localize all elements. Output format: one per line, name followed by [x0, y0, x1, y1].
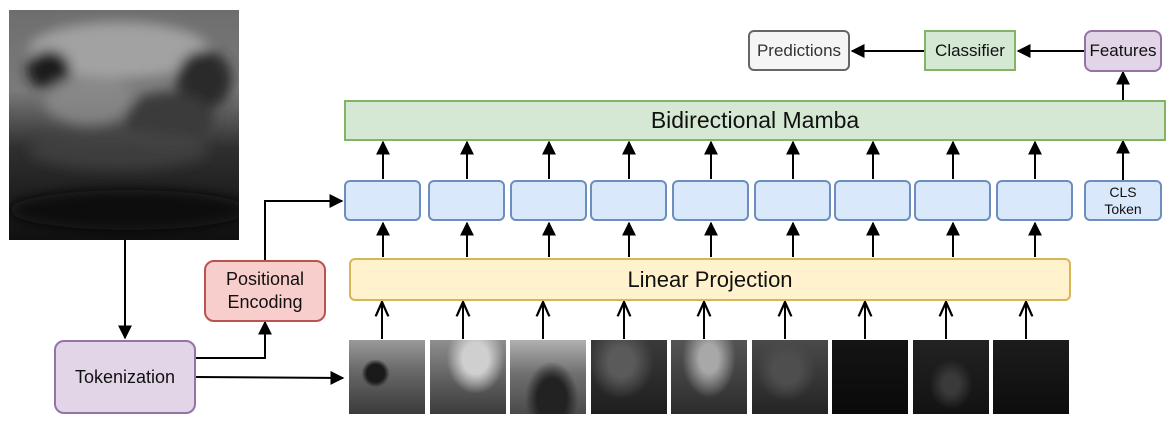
tokenization-box: Tokenization	[54, 340, 196, 414]
token-embedding	[510, 180, 587, 221]
token-embedding	[754, 180, 831, 221]
cls-label-line1: CLS	[1109, 183, 1137, 200]
token-embedding	[344, 180, 421, 221]
image-patch	[671, 340, 747, 414]
image-patch	[993, 340, 1069, 414]
image-patch	[591, 340, 667, 414]
positional-label-line1: Positional	[225, 268, 305, 289]
linear-projection-label: Linear Projection	[627, 266, 793, 292]
cls-token: CLS Token	[1084, 180, 1162, 221]
image-patch	[430, 340, 506, 414]
token-embedding	[996, 180, 1073, 221]
ultrasound-image	[9, 10, 239, 240]
image-patch	[349, 340, 425, 414]
features-box: Features	[1084, 30, 1162, 72]
image-patch	[752, 340, 828, 414]
cls-label-line2: Token	[1104, 200, 1142, 217]
classifier-box: Classifier	[924, 30, 1016, 71]
token-embedding	[590, 180, 667, 221]
image-patch	[510, 340, 586, 414]
positional-label-line2: Encoding	[227, 292, 303, 312]
token-embedding	[914, 180, 991, 221]
bidirectional-mamba-block: Bidirectional Mamba	[344, 100, 1166, 141]
token-embedding	[834, 180, 911, 221]
image-patch	[913, 340, 989, 414]
token-embedding	[672, 180, 749, 221]
mamba-label: Bidirectional Mamba	[650, 107, 860, 133]
positional-encoding-box: Positional Encoding	[204, 260, 326, 322]
image-patch	[832, 340, 908, 414]
features-label: Features	[1089, 41, 1157, 60]
token-embedding	[428, 180, 505, 221]
predictions-label: Predictions	[756, 40, 842, 60]
linear-projection-block: Linear Projection	[349, 258, 1071, 301]
classifier-label: Classifier	[935, 40, 1005, 60]
predictions-box: Predictions	[748, 30, 850, 71]
tokenization-label: Tokenization	[74, 366, 176, 387]
